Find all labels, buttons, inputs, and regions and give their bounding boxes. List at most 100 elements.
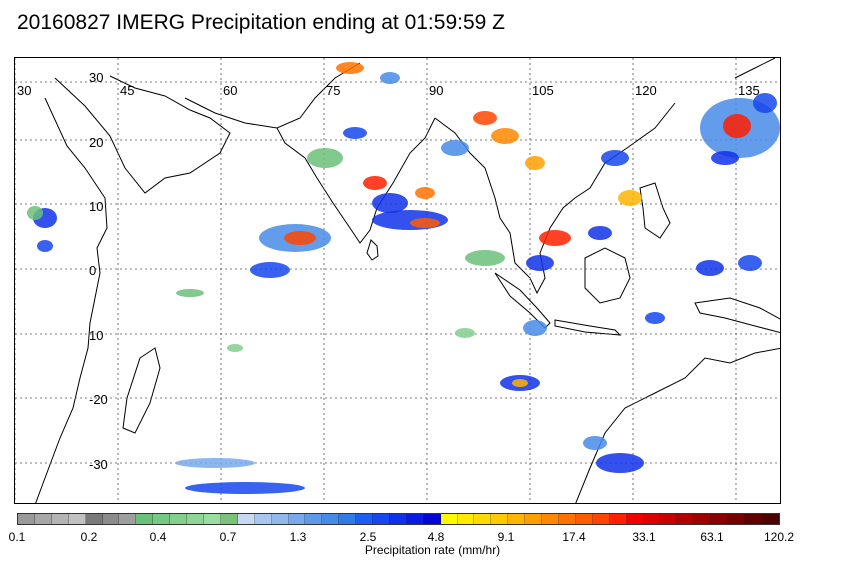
colorbar-tick-label: 0.2 [80, 530, 98, 544]
colorbar-segment [34, 514, 52, 524]
precip-cell [645, 312, 665, 324]
precip-cell [491, 128, 519, 144]
colorbar-segment [711, 514, 729, 524]
precip-cell [525, 156, 545, 170]
precip-cell [473, 111, 497, 125]
colorbar-segment [728, 514, 745, 524]
precip-cell [372, 193, 408, 213]
colorbar-segment [18, 514, 35, 524]
colorbar-segment [609, 514, 627, 524]
precip-cell [455, 328, 475, 338]
colorbar-segment [322, 514, 340, 524]
colorbar-segment [288, 514, 306, 524]
precip-cell [753, 93, 777, 113]
grid-lines [15, 58, 780, 503]
lon-label: 75 [326, 83, 341, 98]
precipitation-map: 30 45 60 75 90 105 120 135 30 20 10 0 10 -20 -30 [14, 57, 781, 504]
coast-newguinea [694, 297, 780, 333]
lat-label: 10 [89, 199, 104, 214]
colorbar-segment [508, 514, 526, 524]
precip-cell [596, 453, 644, 473]
precip-cell [738, 255, 762, 271]
precip-cell [588, 226, 612, 240]
colorbar-tick-label: 0.1 [8, 530, 26, 544]
coast-india [276, 117, 436, 244]
precip-cell [441, 140, 469, 156]
lat-label: -30 [89, 457, 108, 472]
colorbar-segment [440, 514, 458, 524]
colorbar-segment [559, 514, 576, 524]
precip-cell [175, 458, 255, 468]
colorbar-segment [305, 514, 323, 524]
precip-cell [526, 255, 554, 271]
colorbar-segment [423, 514, 441, 524]
map-canvas [15, 58, 780, 503]
coast-java [554, 319, 622, 336]
precip-cell [336, 62, 364, 74]
precip-cell [410, 218, 440, 228]
colorbar-segment [102, 514, 120, 524]
precip-cell [523, 320, 547, 336]
colorbar-tick-label: 2.5 [359, 530, 377, 544]
precip-cell [185, 482, 305, 494]
colorbar-segment [85, 514, 103, 524]
colorbar-tick-label: 0.4 [149, 530, 167, 544]
colorbar-segment [592, 514, 610, 524]
colorbar-segment [203, 514, 221, 524]
lat-label: 10 [89, 328, 104, 343]
colorbar-tick-label: 120.2 [763, 530, 795, 544]
colorbar-segment [356, 514, 374, 524]
colorbar-tick-label: 0.7 [219, 530, 237, 544]
lat-label: 0 [89, 263, 97, 278]
colorbar-segment [170, 514, 188, 524]
precip-cell [696, 260, 724, 276]
colorbar-segment [626, 514, 644, 524]
coast-borneo [584, 247, 631, 304]
colorbar-segment [254, 514, 272, 524]
colorbar-segment [68, 514, 86, 524]
colorbar-segment [643, 514, 661, 524]
precip-cell [284, 231, 316, 245]
lon-label: 105 [532, 83, 554, 98]
precip-cell [723, 114, 751, 138]
coast-se-asia [434, 102, 676, 295]
precip-cell [583, 436, 607, 450]
colorbar-segment [744, 514, 762, 524]
precip-cell [539, 230, 571, 246]
colorbar-tick-label: 1.3 [289, 530, 307, 544]
lat-label: 20 [89, 135, 104, 150]
lon-label: 135 [738, 83, 760, 98]
colorbar-segment [694, 514, 712, 524]
precip-cell [250, 262, 290, 278]
colorbar-segment [119, 514, 137, 524]
precip-cell [343, 127, 367, 139]
coast-madagascar [122, 347, 161, 434]
colorbar-segment [542, 514, 559, 524]
lat-label: -20 [89, 392, 108, 407]
colorbar-tick-label: 9.1 [497, 530, 515, 544]
precip-cell [27, 206, 43, 220]
colorbar-label: Precipitation rate (mm/hr) [364, 543, 501, 557]
precip-cell [601, 150, 629, 166]
precip-cell [512, 379, 528, 387]
precip-cell [380, 72, 400, 84]
colorbar [17, 513, 780, 525]
colorbar-segment [761, 514, 779, 524]
coast-australia [575, 347, 780, 503]
precip-cell [37, 240, 53, 252]
colorbar-tick-label: 4.8 [427, 530, 445, 544]
colorbar-segment [389, 514, 407, 524]
colorbar-segment [525, 514, 543, 524]
precip-cell [227, 344, 243, 352]
coast-philippines [639, 182, 671, 239]
colorbar-segment [339, 514, 357, 524]
colorbar-segment [491, 514, 509, 524]
chart-title: 20160827 IMERG Precipitation ending at 0… [17, 11, 505, 34]
lon-label: 90 [429, 83, 444, 98]
lon-label: 120 [635, 83, 657, 98]
colorbar-segment [457, 514, 475, 524]
colorbar-segment [660, 514, 678, 524]
coast-africa-east [35, 97, 108, 503]
colorbar-tick-label: 17.4 [562, 530, 586, 544]
colorbar-segment [406, 514, 424, 524]
